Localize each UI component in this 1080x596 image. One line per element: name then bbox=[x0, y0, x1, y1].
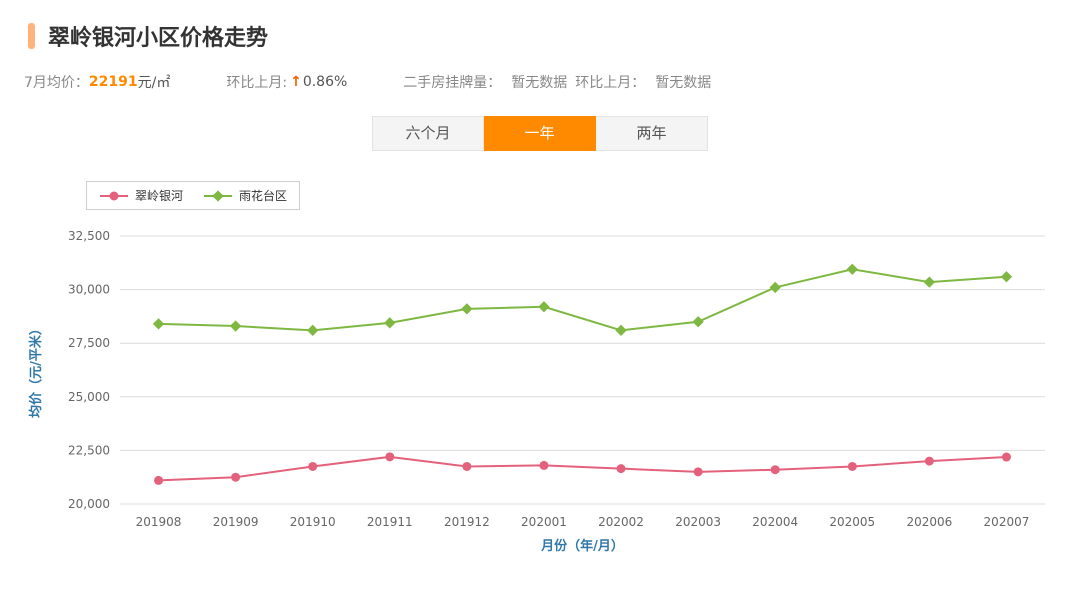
svg-text:22,500: 22,500 bbox=[68, 443, 110, 457]
avg-price-label: 7月均价： bbox=[24, 75, 89, 91]
svg-text:202007: 202007 bbox=[984, 515, 1030, 529]
svg-text:201908: 201908 bbox=[136, 515, 182, 529]
line-circle-marker-icon bbox=[100, 191, 128, 200]
page-title: 翠岭银河小区价格走势 bbox=[48, 26, 269, 51]
listing-mom-value: 暂无数据 bbox=[655, 75, 712, 91]
svg-text:202004: 202004 bbox=[752, 515, 798, 529]
avg-price-value: 22191 bbox=[88, 74, 138, 90]
legend-label: 翠岭银河 bbox=[135, 189, 184, 203]
legend-label: 雨花台区 bbox=[239, 189, 288, 203]
listing-label: 二手房挂牌量： bbox=[403, 75, 502, 91]
avg-price-unit: 元/㎡ bbox=[137, 75, 171, 91]
tab-two-years[interactable]: 两年 bbox=[596, 116, 708, 151]
tab-six-months[interactable]: 六个月 bbox=[372, 116, 484, 151]
page-header: 翠岭银河小区价格走势 bbox=[0, 0, 1080, 52]
listing-mom-group: 环比上月： 暂无数据 bbox=[575, 72, 711, 92]
price-trend-chart: 20,000 22,500 25,000 27,500 30,000 32,500 2019… bbox=[28, 229, 1045, 554]
mom-label: 环比上月: bbox=[226, 75, 288, 91]
svg-text:201909: 201909 bbox=[213, 515, 259, 529]
chart-area: 20,000 22,500 25,000 27,500 30,000 32,500 2019… bbox=[10, 218, 1080, 560]
listing-value: 暂无数据 bbox=[511, 75, 568, 91]
svg-text:均价（元/平米）: 均价（元/平米） bbox=[28, 322, 44, 418]
line-diamond-marker-icon bbox=[204, 189, 233, 202]
listing-group: 二手房挂牌量： 暂无数据 bbox=[403, 72, 567, 92]
mom-group: 环比上月: ↑ 0.86% bbox=[226, 72, 347, 92]
svg-text:27,500: 27,500 bbox=[68, 336, 110, 350]
listing-mom-label: 环比上月： bbox=[575, 75, 646, 91]
svg-text:202001: 202001 bbox=[521, 515, 567, 529]
legend-item-yuhuatai[interactable]: 雨花台区 bbox=[203, 187, 287, 204]
svg-text:月份（年/月）: 月份（年/月） bbox=[540, 538, 624, 554]
up-arrow-icon: ↑ bbox=[290, 74, 302, 90]
stats-row: 7月均价： 22191 元/㎡ 环比上月: ↑ 0.86% 二手房挂牌量： 暂无… bbox=[0, 52, 1080, 92]
svg-text:202003: 202003 bbox=[675, 515, 721, 529]
mom-value: 0.86% bbox=[302, 74, 348, 90]
period-tabs: 六个月 一年 两年 bbox=[0, 116, 1080, 151]
svg-text:201911: 201911 bbox=[367, 515, 413, 529]
svg-text:202002: 202002 bbox=[598, 515, 644, 529]
chart-legend: 翠岭银河 雨花台区 bbox=[86, 181, 301, 210]
svg-text:30,000: 30,000 bbox=[68, 283, 110, 297]
svg-text:202005: 202005 bbox=[829, 515, 875, 529]
svg-text:201912: 201912 bbox=[444, 515, 490, 529]
svg-text:201910: 201910 bbox=[290, 515, 336, 529]
title-accent-bar bbox=[28, 23, 35, 49]
svg-text:25,000: 25,000 bbox=[68, 390, 110, 404]
avg-price-group: 7月均价： 22191 元/㎡ bbox=[24, 72, 170, 92]
tab-one-year[interactable]: 一年 bbox=[484, 116, 596, 151]
legend-item-cuiling[interactable]: 翠岭银河 bbox=[99, 187, 183, 204]
svg-text:32,500: 32,500 bbox=[68, 229, 110, 243]
svg-text:202006: 202006 bbox=[906, 515, 952, 529]
legend-row: 翠岭银河 雨花台区 bbox=[0, 151, 1080, 210]
svg-text:20,000: 20,000 bbox=[68, 497, 110, 511]
